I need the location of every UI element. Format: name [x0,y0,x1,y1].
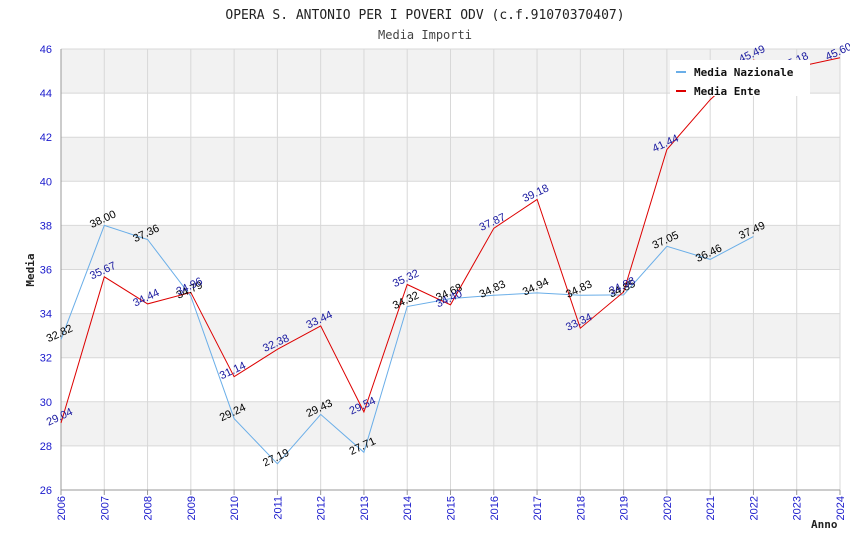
x-tick-label: 2013 [359,496,371,520]
x-tick-label: 2019 [619,496,631,520]
y-axis-ticks: 26 28 30 32 34 36 38 40 42 44 46 [40,44,52,497]
x-tick-label: 2009 [186,496,198,520]
x-tick-label: 2021 [705,496,717,520]
legend-label: Media Ente [694,85,761,98]
x-tick-label: 2016 [489,496,501,520]
data-label: 27.19 [261,447,291,470]
axes [60,49,841,495]
x-tick-label: 2015 [446,496,458,520]
x-tick-label: 2006 [56,496,68,520]
x-tick-label: 2007 [99,496,111,520]
y-tick-label: 26 [40,485,52,497]
y-tick-label: 42 [40,132,52,144]
data-label: 34.83 [478,278,508,301]
x-tick-label: 2018 [575,496,587,520]
legend-label: Media Nazionale [694,66,794,79]
x-tick-label: 2017 [532,496,544,520]
y-tick-label: 44 [40,88,52,100]
x-axis-ticks: 2006 2007 2008 2009 2010 2011 2012 2013 2014 2015… [56,496,847,520]
y-tick-label: 32 [40,353,52,365]
x-tick-label: 2010 [229,496,241,520]
grid-lines [60,48,841,491]
x-tick-label: 2023 [792,496,804,520]
y-tick-label: 34 [40,309,52,321]
data-label: 31.14 [218,360,248,383]
series-lines [60,57,841,465]
x-tick-label: 2020 [662,496,674,520]
series-line-0 [60,224,754,465]
y-tick-label: 46 [40,44,52,56]
x-axis-label: Anno [811,518,838,531]
y-axis-label: Media [24,253,37,286]
x-tick-label: 2011 [272,496,284,520]
data-label: 35.32 [391,268,421,291]
y-tick-label: 40 [40,176,52,188]
chart-subtitle: Media Importi [378,28,472,42]
legend-box [670,60,810,96]
data-label: 34.94 [521,276,551,299]
data-label: 34.44 [131,287,161,310]
x-tick-label: 2024 [835,496,847,520]
legend: Media Nazionale Media Ente [670,60,810,98]
data-label: 39.18 [521,182,551,205]
x-tick-label: 2008 [143,496,155,520]
chart-title: OPERA S. ANTONIO PER I POVERI ODV (c.f.9… [225,8,624,23]
data-label: 34.32 [391,290,421,313]
y-tick-label: 38 [40,220,52,232]
x-tick-label: 2012 [316,496,328,520]
y-tick-label: 36 [40,265,52,277]
x-tick-label: 2022 [748,496,760,520]
y-tick-label: 30 [40,397,52,409]
data-label: 34.83 [564,278,594,301]
y-tick-label: 28 [40,441,52,453]
x-tick-label: 2014 [402,496,414,520]
series-line-1 [60,57,841,424]
